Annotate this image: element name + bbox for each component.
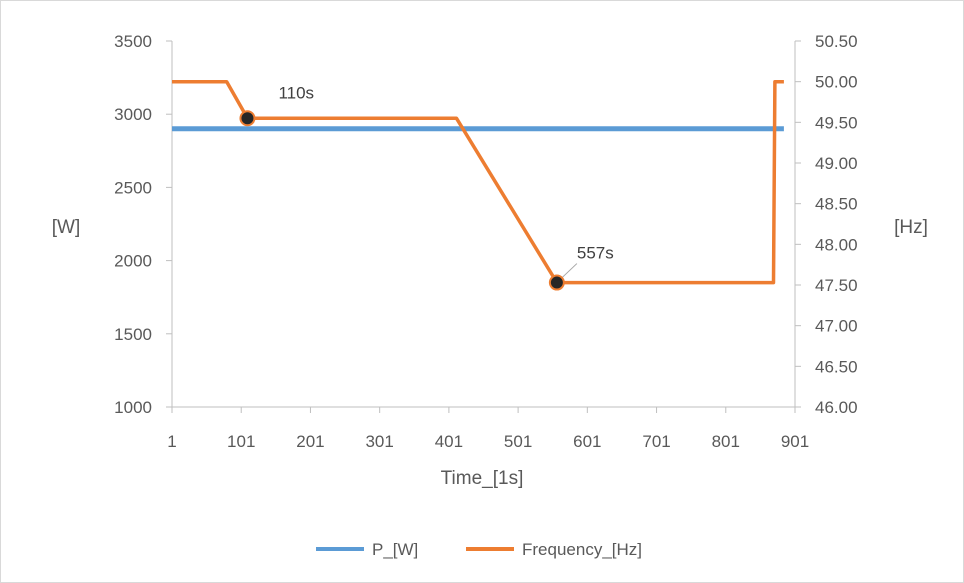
series-line [172, 79, 784, 285]
y-right-tick-label: 50.50 [815, 32, 858, 51]
x-tick-label: 101 [227, 432, 255, 451]
x-tick-label: 601 [573, 432, 601, 451]
y-right-tick-label: 46.50 [815, 357, 858, 376]
x-axis-title: Time_[1s] [441, 468, 524, 489]
axes-layer: 1000 1500 2000 2500 3000 3500 46.00 46.50 47.00 4… [114, 32, 857, 451]
y-right-tick-label: 50.00 [815, 73, 858, 92]
x-tick-label: 201 [296, 432, 324, 451]
x-tick-label: 501 [504, 432, 532, 451]
x-tick-label: 1 [167, 432, 176, 451]
y-axis-right-title: [Hz] [894, 217, 928, 238]
x-tick-label: 901 [781, 432, 809, 451]
y-axis-left-title: [W] [52, 217, 81, 238]
annotation-marker [239, 110, 256, 127]
y-left-tick-label: 2000 [114, 252, 152, 271]
y-right-tick-label: 47.50 [815, 276, 858, 295]
y-left-tick-label: 3500 [114, 32, 152, 51]
x-tick-label: 701 [642, 432, 670, 451]
x-tick-label: 301 [365, 432, 393, 451]
y-left-tick-label: 1000 [114, 398, 152, 417]
annotation-marker [548, 274, 565, 291]
y-right-tick-label: 49.50 [815, 113, 858, 132]
y-left-tick-label: 1500 [114, 325, 152, 344]
legend-label: P_[W] [372, 540, 418, 559]
y-left-tick-label: 2500 [114, 178, 152, 197]
series-layer [172, 79, 784, 285]
annotation-label: 110s [278, 83, 314, 102]
legend-label: Frequency_[Hz] [522, 540, 642, 559]
annotation-layer: 110s 557s [239, 83, 614, 291]
y-right-tick-label: 48.00 [815, 235, 858, 254]
legend: P_[W] Frequency_[Hz] [316, 540, 642, 559]
y-left-tick-label: 3000 [114, 105, 152, 124]
annotation-label: 557s [577, 244, 614, 263]
x-tick-label: 801 [712, 432, 740, 451]
y-right-tick-label: 47.00 [815, 317, 858, 336]
y-right-tick-label: 46.00 [815, 398, 858, 417]
x-tick-label: 401 [435, 432, 463, 451]
y-right-tick-label: 49.00 [815, 154, 858, 173]
y-right-tick-label: 48.50 [815, 195, 858, 214]
